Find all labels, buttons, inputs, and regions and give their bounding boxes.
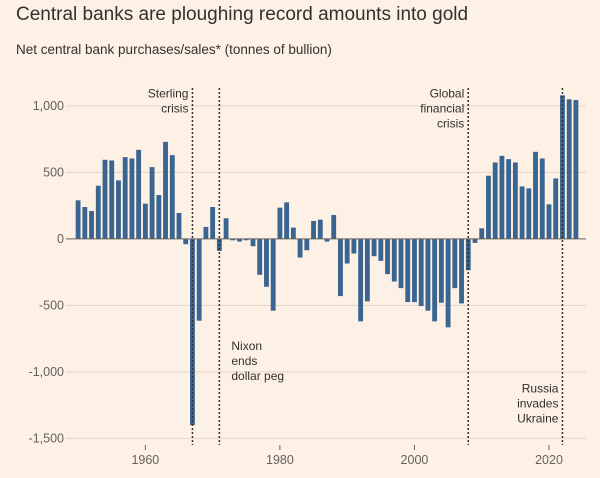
bar [257,238,263,275]
bar [156,195,162,239]
bar [459,238,464,304]
bar [230,238,236,241]
bar [116,180,121,239]
bar [75,200,81,239]
annotations: Sterling crisis Nixon ends dollar peg Global f… [148,86,559,425]
y-tick-label: -1,000 [29,365,64,379]
event-annotation: Sterling crisis [148,86,189,115]
bar [519,186,525,239]
bar [89,210,94,239]
bar [391,238,397,282]
x-tick-label: 1960 [131,453,159,467]
bar [546,204,552,239]
bar [506,159,512,239]
bar [304,238,310,251]
bar [250,238,256,247]
x-tick-label: 1980 [266,453,294,467]
bar [290,227,296,239]
bar [317,219,323,239]
bar [405,238,411,303]
bar [553,178,559,239]
bar [176,212,182,239]
bar [270,238,276,311]
bar [311,220,316,239]
event-annotation: Nixon ends dollar peg [231,339,284,383]
y-tick-label: 1,000 [33,99,64,113]
bar [371,238,377,257]
bar [526,188,532,239]
bar [297,238,303,258]
bar [445,238,451,328]
bar [284,202,290,239]
bar [136,149,142,239]
bar [243,238,249,241]
bar [210,207,216,239]
bar [82,207,88,239]
bar [499,155,505,239]
bar [378,238,384,261]
bar [190,238,195,426]
y-axis: 1,000 500 0 -500 -1,000 -1,500 [29,99,65,445]
bar [196,238,202,321]
y-tick-label: 500 [43,165,64,179]
bar [203,226,209,239]
bar [237,238,242,242]
gridlines [66,105,586,439]
bar [351,238,357,254]
bar [573,99,579,239]
bar [425,238,431,311]
bar [566,99,572,239]
bar [163,141,168,239]
bar [512,162,518,239]
event-annotation: Global financial crisis [420,86,464,130]
event-lines [191,88,564,445]
bar [169,155,175,239]
bar [102,159,108,239]
bar [472,238,478,243]
bar [533,151,538,239]
bar [264,238,269,287]
bar [109,160,115,239]
bar [479,228,485,239]
chart-subtitle: Net central bank purchases/sales* (tonne… [16,42,332,57]
bar [398,238,404,289]
y-tick-label: -500 [39,298,64,312]
bar [486,175,491,239]
bar [338,238,343,297]
bar [492,162,498,239]
y-tick-label: 0 [57,232,64,246]
bar [277,207,283,239]
bar [412,238,417,303]
bar [560,95,565,239]
x-tick-label: 2020 [535,453,563,467]
bar [438,238,444,303]
bar [385,238,390,275]
bar [418,238,424,307]
bar [324,238,330,242]
y-tick-label: -1,500 [29,431,64,445]
x-tick-label: 2000 [401,453,429,467]
bar [122,157,128,239]
bar [364,238,370,302]
bar [539,158,545,239]
bars [75,95,579,426]
bar [129,158,135,239]
bar [331,214,337,239]
bar [223,218,229,239]
bar [149,167,155,239]
bar [183,238,189,245]
bar [142,203,148,239]
bar [358,238,364,322]
event-annotation: Russia invades Ukraine [517,381,559,425]
bar [95,185,101,239]
bar [452,238,458,289]
x-axis: 1960 1980 2000 2020 [131,445,563,467]
bar [432,238,438,322]
bar [344,238,350,264]
bar [465,238,471,271]
chart-title: Central banks are ploughing record amoun… [16,4,469,25]
